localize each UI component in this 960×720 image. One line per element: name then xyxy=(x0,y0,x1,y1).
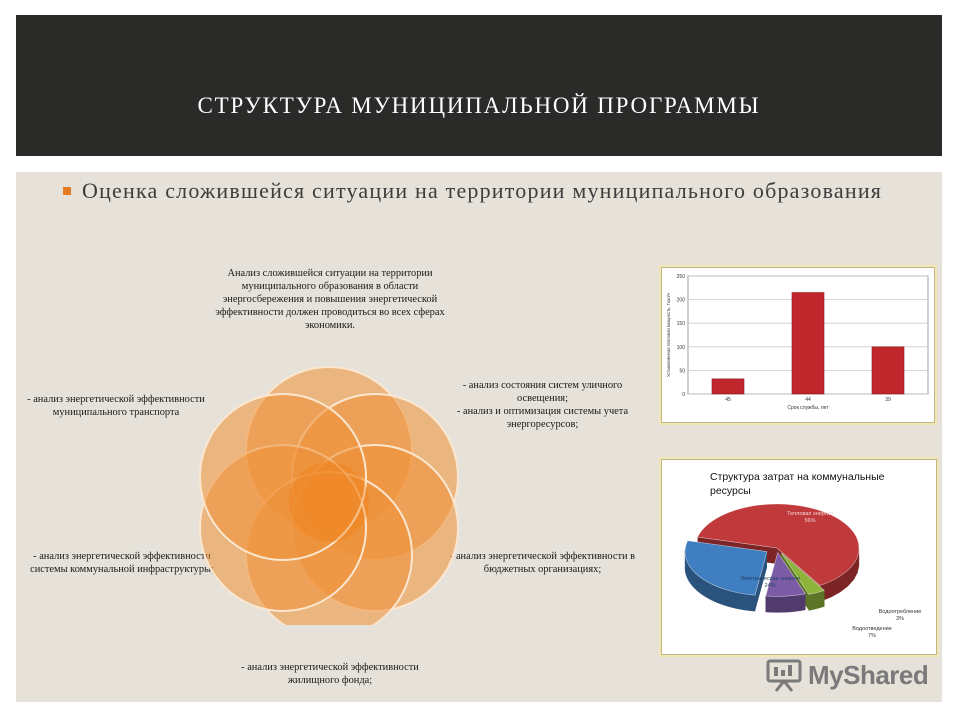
pie-slice-value-label: 56% xyxy=(804,518,815,524)
bar-y-tick-label: 0 xyxy=(682,392,685,398)
slide-title: СТРУКТУРА МУНИЦИПАЛЬНОЙ ПРОГРАММЫ xyxy=(197,93,761,118)
diagram-label-bottom-right: - анализ энергетической эффективности в … xyxy=(449,551,636,575)
pie-chart-title: Структура затрат на коммунальные ресурсы xyxy=(710,471,885,497)
bar-y-tick-label: 50 xyxy=(679,368,685,374)
bullet-text: Оценка сложившейся ситуации на территори… xyxy=(82,178,883,203)
pie-slice-label: Тепловая энергия xyxy=(787,511,833,517)
title-bar: СТРУКТУРА МУНИЦИПАЛЬНОЙ ПРОГРАММЫ xyxy=(16,15,942,156)
bar-y-tick-label: 200 xyxy=(677,298,686,304)
bar-x-tick-label: 39 xyxy=(885,397,891,403)
diagram-label-top: Анализ сложившейся ситуации на территори… xyxy=(215,268,445,331)
bar-x-tick-label: 45 xyxy=(725,397,731,403)
pie-chart-panel: Структура затрат на коммунальные ресурсы… xyxy=(661,459,937,655)
pie-slice-label: Водоотведение xyxy=(852,626,892,632)
pie-slice-value-label: 24% xyxy=(764,583,775,589)
pie-slice-label: Водоотребление xyxy=(879,609,922,615)
bar-y-tick-label: 100 xyxy=(677,345,686,351)
pie-slice-label: Электрическая энергия xyxy=(740,576,800,582)
bar xyxy=(871,346,905,395)
pie-slice-value-label: 7% xyxy=(868,633,876,639)
pie-slice xyxy=(684,540,768,596)
venn-circle-top-left xyxy=(199,393,367,561)
bar-chart: 0 50 100 150 200 250 45 44 39 Срок службы, лет Уст… xyxy=(666,274,929,411)
bar-y-axis-label: Установленная тепловая мощность, Гкал/ч xyxy=(666,293,671,377)
bullet-marker xyxy=(63,187,71,195)
venn-diagram xyxy=(199,366,459,625)
pie-slice xyxy=(697,503,860,586)
diagram-label-bottom-left: - анализ энергетической эффективности си… xyxy=(30,551,214,575)
diagram-label-top-right: - анализ состояния систем уличного освещ… xyxy=(456,380,629,430)
pie-slice xyxy=(765,551,806,597)
diagram-label-bottom: - анализ энергетической эффективности жи… xyxy=(241,662,419,686)
bar xyxy=(711,378,745,395)
bar-y-tick-label: 250 xyxy=(677,274,686,280)
bar-x-axis-label: Срок службы, лет xyxy=(787,405,829,411)
presentation-board-icon xyxy=(766,659,802,692)
pie-slice-value-label: 3% xyxy=(896,616,904,622)
pie-slice xyxy=(781,552,825,595)
bar-x-tick-label: 44 xyxy=(805,397,811,403)
watermark-text: MyShared xyxy=(808,660,929,690)
diagram-label-top-left: - анализ энергетической эффективности му… xyxy=(27,394,205,418)
bar-chart-panel: 0 50 100 150 200 250 45 44 39 Срок службы, лет Уст… xyxy=(661,267,935,423)
bar-y-tick-label: 150 xyxy=(677,321,686,327)
myshared-logo: MyShared xyxy=(766,656,936,696)
bar xyxy=(791,292,825,395)
